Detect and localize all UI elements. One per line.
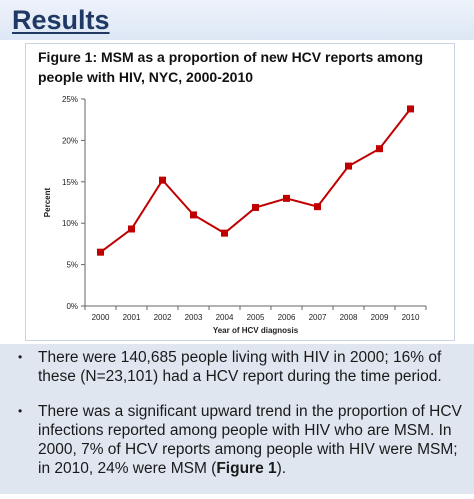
y-tick-label: 15% <box>62 178 78 187</box>
bullet-item: • There were 140,685 people living with … <box>18 348 463 386</box>
x-tick-label: 2001 <box>123 313 141 322</box>
data-point <box>283 194 290 202</box>
x-tick-label: 2004 <box>216 313 234 322</box>
data-point <box>345 162 352 170</box>
data-point <box>190 211 197 219</box>
x-axis-title: Year of HCV diagnosis <box>213 326 299 335</box>
bullet-text: There were 140,685 people living with HI… <box>38 349 442 385</box>
data-point <box>407 105 414 113</box>
bullet-item: • There was a significant upward trend i… <box>18 402 463 478</box>
bullet-text-main: There was a significant upward trend in … <box>38 403 462 477</box>
x-tick-label: 2009 <box>371 313 389 322</box>
x-tick-label: 2010 <box>402 313 420 322</box>
data-point <box>314 203 321 211</box>
data-point <box>97 248 104 256</box>
data-point <box>128 225 135 233</box>
bullet-text: There was a significant upward trend in … <box>38 402 463 478</box>
figure-reference: Figure 1 <box>216 460 277 477</box>
y-axis-title: Percent <box>43 187 52 217</box>
bullet-list: • There were 140,685 people living with … <box>0 344 474 494</box>
figure-panel: Figure 1: MSM as a proportion of new HCV… <box>25 43 455 341</box>
y-tick-label: 25% <box>62 95 78 104</box>
series-line <box>99 108 412 254</box>
x-tick-label: 2000 <box>92 313 110 322</box>
slide-title: Results <box>12 5 110 35</box>
bullet-marker: • <box>18 404 23 418</box>
data-point <box>159 176 166 184</box>
x-tick-label: 2006 <box>278 313 296 322</box>
y-tick-label: 10% <box>62 219 78 228</box>
x-tick-label: 2003 <box>185 313 203 322</box>
figure-caption: Figure 1: MSM as a proportion of new HCV… <box>38 49 424 85</box>
x-tick-label: 2002 <box>154 313 172 322</box>
x-tick-label: 2008 <box>340 313 358 322</box>
header-band <box>0 0 474 40</box>
bullet-text-end: ). <box>276 460 287 477</box>
line-chart: Percent Year of HCV diagnosis 0% 5% 10% 15%… <box>43 95 427 335</box>
y-tick-label: 5% <box>66 261 78 270</box>
x-tick-label: 2007 <box>309 313 327 322</box>
data-point <box>252 203 259 211</box>
y-tick-label: 0% <box>66 302 78 311</box>
bottom-band <box>0 494 474 499</box>
data-point <box>221 229 228 237</box>
x-tick-label: 2005 <box>247 313 265 322</box>
bullet-marker: • <box>18 350 23 364</box>
data-point <box>376 145 383 153</box>
y-tick-label: 20% <box>62 136 78 145</box>
